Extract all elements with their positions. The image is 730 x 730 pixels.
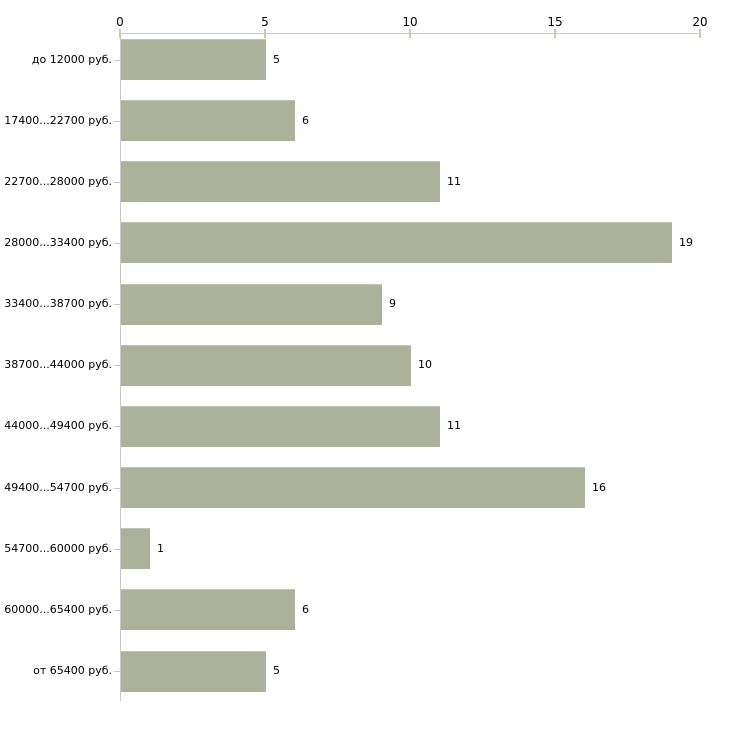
- bar: [121, 589, 295, 630]
- value-label: 11: [447, 175, 461, 188]
- x-tick-mark: [409, 29, 411, 38]
- bar: [121, 528, 150, 569]
- category-label: 54700...60000 руб.: [4, 542, 112, 555]
- bar: [121, 284, 382, 325]
- category-tick-mark: [114, 121, 120, 122]
- category-label: до 12000 руб.: [31, 53, 112, 66]
- value-label: 10: [418, 358, 432, 371]
- value-label: 11: [447, 419, 461, 432]
- category-tick-mark: [114, 549, 120, 550]
- category-tick-mark: [114, 488, 120, 489]
- category-label: 28000...33400 руб.: [4, 236, 112, 249]
- x-tick-label: 5: [261, 15, 269, 29]
- x-tick-label: 15: [547, 15, 563, 29]
- value-label: 16: [592, 481, 606, 494]
- x-tick-mark: [699, 29, 701, 38]
- category-label: 22700...28000 руб.: [4, 175, 112, 188]
- bar: [121, 161, 440, 202]
- bar: [121, 222, 672, 263]
- value-label: 5: [273, 664, 280, 677]
- bar: [121, 345, 411, 386]
- bar: [121, 39, 266, 80]
- category-tick-mark: [114, 304, 120, 305]
- category-label: 49400...54700 руб.: [4, 481, 112, 494]
- category-label: 44000...49400 руб.: [4, 419, 112, 432]
- value-label: 6: [302, 603, 309, 616]
- value-label: 6: [302, 114, 309, 127]
- category-tick-mark: [114, 243, 120, 244]
- bar: [121, 406, 440, 447]
- category-label: 17400...22700 руб.: [4, 114, 112, 127]
- bar: [121, 100, 295, 141]
- x-tick-label: 10: [402, 15, 418, 29]
- y-axis-line: [120, 33, 121, 701]
- category-tick-mark: [114, 610, 120, 611]
- category-tick-mark: [114, 426, 120, 427]
- x-tick-mark: [264, 29, 266, 38]
- value-label: 19: [679, 236, 693, 249]
- category-tick-mark: [114, 182, 120, 183]
- bar: [121, 651, 266, 692]
- category-tick-mark: [114, 365, 120, 366]
- bar: [121, 467, 585, 508]
- value-label: 9: [389, 297, 396, 310]
- category-tick-mark: [114, 671, 120, 672]
- value-label: 5: [273, 53, 280, 66]
- x-tick-label: 20: [692, 15, 708, 29]
- x-tick-mark: [554, 29, 556, 38]
- category-tick-mark: [114, 60, 120, 61]
- value-label: 1: [157, 542, 164, 555]
- category-label: от 65400 руб.: [33, 664, 112, 677]
- category-label: 33400...38700 руб.: [4, 297, 112, 310]
- category-label: 60000...65400 руб.: [4, 603, 112, 616]
- x-tick-mark: [119, 29, 121, 38]
- category-label: 38700...44000 руб.: [4, 358, 112, 371]
- x-tick-label: 0: [116, 15, 124, 29]
